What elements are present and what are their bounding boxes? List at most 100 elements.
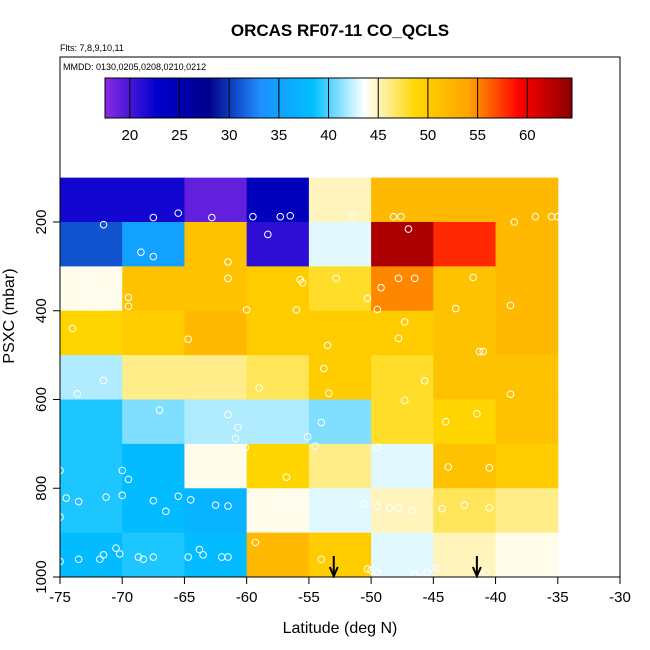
data-point: [332, 274, 341, 283]
data-point: [149, 213, 158, 222]
data-point: [224, 553, 232, 561]
heatmap-cell: [122, 266, 185, 312]
data-point: [286, 499, 295, 508]
x-tick-label: -30: [609, 589, 631, 606]
y-tick-label: 800: [33, 476, 50, 501]
data-point: [311, 442, 319, 450]
x-tick-label: -75: [49, 589, 71, 606]
heatmap-cell: [308, 222, 372, 267]
heatmap-cell: [60, 222, 123, 267]
heatmap-cell: [371, 310, 434, 356]
data-point: [174, 209, 183, 217]
heatmap-cell: [433, 222, 497, 267]
heatmap-cell: [308, 488, 372, 534]
heatmap-cell: [371, 177, 434, 223]
data-point: [242, 306, 251, 314]
heatmap-cell: [371, 399, 434, 445]
colorbar-tick-label: 45: [370, 127, 387, 144]
data-point: [161, 507, 170, 516]
heatmap-cell: [371, 443, 434, 489]
data-point: [479, 347, 487, 356]
arrow-markers: [328, 556, 482, 579]
heatmap-cell: [308, 266, 372, 312]
colorbar: 20 25 30 35 40 45 50 55 60: [104, 77, 573, 144]
data-point: [408, 506, 416, 515]
data-point: [99, 220, 108, 229]
colorbar-tick-label: 35: [271, 127, 288, 144]
y-tick-label: 1000: [33, 560, 50, 593]
x-tick-label: -60: [236, 589, 258, 606]
x-tick-label: -50: [360, 589, 382, 606]
heatmap-cell: [371, 222, 434, 267]
data-point: [149, 252, 158, 261]
heatmap-cells: [60, 177, 559, 578]
heatmap-cell: [122, 222, 185, 267]
heatmap-cell: [122, 532, 185, 578]
heatmap-cell: [495, 399, 559, 445]
data-point: [195, 545, 204, 554]
heatmap-cell: [308, 532, 372, 578]
heatmap-cell: [246, 266, 310, 312]
data-point: [251, 538, 260, 547]
data-point: [460, 501, 469, 509]
data-point: [373, 568, 382, 577]
data-point: [394, 274, 403, 283]
heatmap-cell: [246, 488, 310, 534]
y-axis-label: PSXC (mbar): [1, 268, 18, 363]
colorbar-tick-label: 60: [519, 127, 536, 144]
observation-points: [56, 209, 562, 579]
colorbar-tick-label: 30: [221, 127, 238, 144]
data-point: [323, 341, 332, 350]
data-point: [124, 293, 133, 302]
data-point: [231, 434, 240, 443]
heatmap-cell: [122, 399, 185, 445]
data-point: [118, 491, 127, 500]
colorbar-ticks: 20 25 30 35 40 45 50 55 60: [121, 78, 536, 144]
y-tick-label: 200: [33, 209, 50, 234]
data-point: [348, 212, 357, 221]
heatmap-cell: [246, 399, 310, 445]
data-point: [199, 551, 207, 559]
data-point: [155, 406, 164, 414]
heatmap-cell: [433, 355, 497, 400]
data-point: [211, 501, 220, 509]
data-point: [420, 377, 429, 385]
data-point: [394, 503, 403, 512]
heatmap-cell: [184, 532, 248, 578]
heatmap-cell: [308, 399, 372, 445]
heatmap-cell: [371, 488, 434, 534]
colorbar-tick-label: 25: [171, 127, 188, 144]
x-tick-label: -35: [547, 589, 569, 606]
chart-title: ORCAS RF07-11 CO_QCLS: [231, 21, 449, 40]
data-point: [553, 212, 562, 221]
data-point: [373, 503, 382, 511]
heatmap-cell: [122, 443, 185, 489]
data-point: [410, 570, 419, 579]
data-point: [83, 284, 92, 293]
heatmap-cell: [60, 488, 123, 534]
heatmap-cell: [433, 532, 497, 578]
data-point: [264, 230, 272, 239]
data-point: [62, 494, 71, 502]
data-point: [234, 423, 242, 432]
colorbar-tick-label: 50: [420, 127, 437, 144]
heatmap-cell: [495, 310, 559, 356]
plot-frame: [59, 56, 621, 578]
data-point: [99, 551, 108, 559]
x-tick-label: -55: [298, 589, 320, 606]
data-point: [531, 212, 540, 221]
data-point: [404, 225, 413, 233]
heatmap-cell: [495, 355, 559, 400]
y-axis: 200 400 600 800 1000: [33, 209, 60, 594]
heatmap-cell: [433, 488, 497, 534]
heatmap-cell: [60, 266, 123, 312]
data-point: [363, 294, 372, 303]
data-point: [506, 301, 515, 310]
data-point: [433, 564, 441, 572]
heatmap-cell: [60, 443, 123, 489]
data-point: [373, 443, 382, 452]
data-point: [286, 211, 295, 220]
data-point: [186, 495, 195, 504]
data-point: [149, 496, 158, 505]
data-point: [255, 384, 263, 392]
